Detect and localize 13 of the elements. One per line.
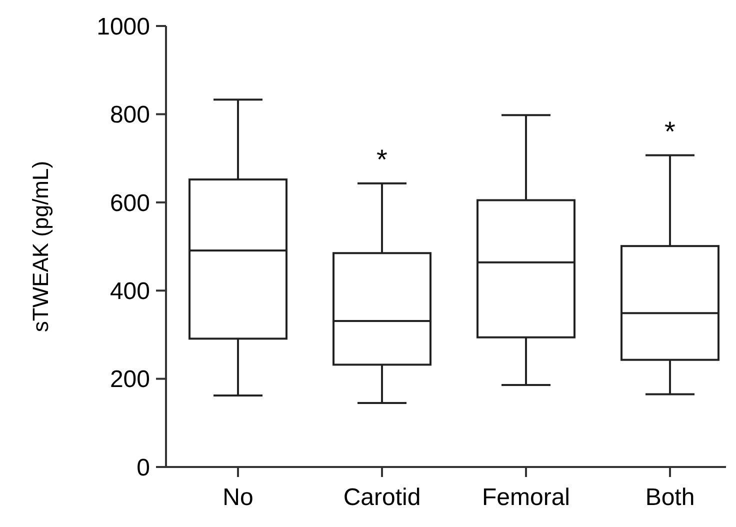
x-tick-label: Carotid [343,484,421,511]
x-tick-label: Both [645,484,695,511]
y-tick-label: 1000 [96,13,150,40]
y-tick-label: 800 [110,102,150,129]
y-tick-label: 0 [136,454,150,482]
y-tick-label: 200 [110,366,150,394]
y-tick-label: 400 [110,278,150,305]
y-axis-title: sTWEAK (pg/mL) [28,160,53,332]
annotation: * [376,144,388,176]
annotation: * [664,116,676,147]
x-tick-label: No [222,484,254,511]
y-tick-label: 600 [110,190,150,217]
x-tick-label: Femoral [482,484,570,511]
